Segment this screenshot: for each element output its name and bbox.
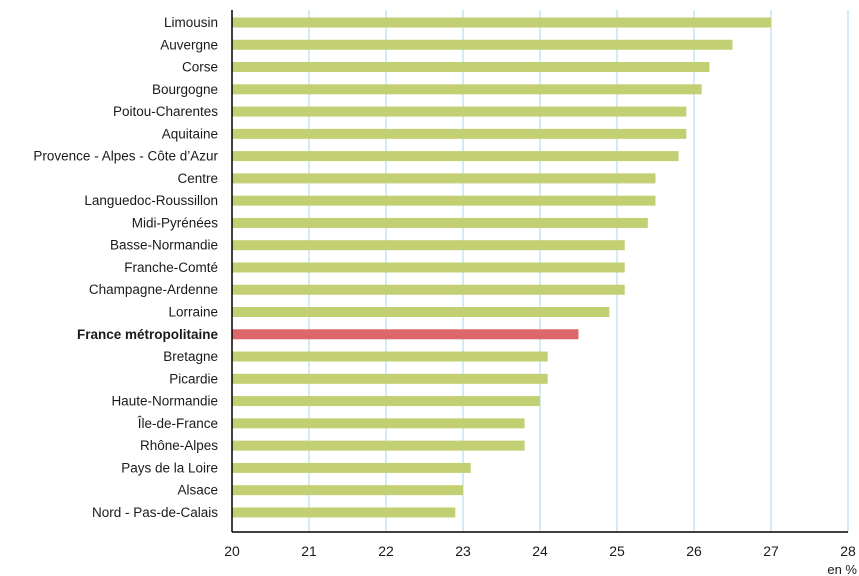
x-tick-label: 27 <box>763 543 779 559</box>
bar-11 <box>232 262 625 273</box>
bar-13 <box>232 307 610 318</box>
bar-22 <box>232 507 456 518</box>
bar-2 <box>232 62 710 73</box>
bar-20 <box>232 462 471 473</box>
category-label: Alsace <box>177 483 218 498</box>
category-label: Poitou-Charentes <box>113 104 218 119</box>
category-label: France métropolitaine <box>77 327 219 342</box>
bar-9 <box>232 217 648 228</box>
bar-8 <box>232 195 656 206</box>
category-label: Haute-Normandie <box>111 394 218 409</box>
bar-7 <box>232 173 656 184</box>
category-label: Limousin <box>164 15 218 30</box>
category-label: Midi-Pyrénées <box>132 215 219 230</box>
category-label: Centre <box>177 171 218 186</box>
category-label: Picardie <box>169 371 218 386</box>
bar-4 <box>232 106 687 117</box>
category-label: Aquitaine <box>162 126 218 141</box>
bar-19 <box>232 440 525 451</box>
x-tick-label: 24 <box>532 543 548 559</box>
x-tick-label: 25 <box>609 543 625 559</box>
bar-21 <box>232 485 463 496</box>
category-label: Île-de-France <box>137 416 218 431</box>
category-label: Corse <box>182 60 218 75</box>
category-label: Auvergne <box>160 37 218 52</box>
bar-5 <box>232 128 687 139</box>
bar-12 <box>232 284 625 295</box>
category-labels: Limousin Auvergne Corse Bourgogne Poitou-Cha… <box>33 15 218 520</box>
x-tick-label: 20 <box>224 543 240 559</box>
category-label: Basse-Normandie <box>110 238 218 253</box>
category-label: Pays de la Loire <box>121 460 218 475</box>
category-label: Bretagne <box>163 349 218 364</box>
x-tick-label: 21 <box>301 543 317 559</box>
bar-14 <box>232 329 579 340</box>
category-label: Champagne-Ardenne <box>89 282 218 297</box>
category-label: Bourgogne <box>152 82 218 97</box>
category-label: Nord - Pas-de-Calais <box>92 505 218 520</box>
category-label: Provence - Alpes - Côte d’Azur <box>33 149 218 164</box>
bar-0 <box>232 17 771 28</box>
bar-15 <box>232 351 548 362</box>
category-label: Languedoc-Roussillon <box>84 193 218 208</box>
bar-6 <box>232 151 679 162</box>
category-label: Lorraine <box>168 305 218 320</box>
bar-17 <box>232 396 540 407</box>
x-tick-label: 23 <box>455 543 471 559</box>
bars <box>232 17 771 518</box>
x-tick-label: 22 <box>378 543 394 559</box>
bar-10 <box>232 240 625 251</box>
category-label: Franche-Comté <box>124 260 218 275</box>
bar-16 <box>232 373 548 384</box>
bar-18 <box>232 418 525 429</box>
x-tick-label: 26 <box>686 543 702 559</box>
axes <box>231 10 848 533</box>
bar-1 <box>232 39 733 50</box>
category-label: Rhône-Alpes <box>140 438 218 453</box>
bar-3 <box>232 84 702 95</box>
x-tick-label: 28 <box>840 543 856 559</box>
tick-labels: 20 21 22 23 24 25 26 27 28 <box>224 543 856 559</box>
x-unit-label: en % <box>827 562 857 576</box>
